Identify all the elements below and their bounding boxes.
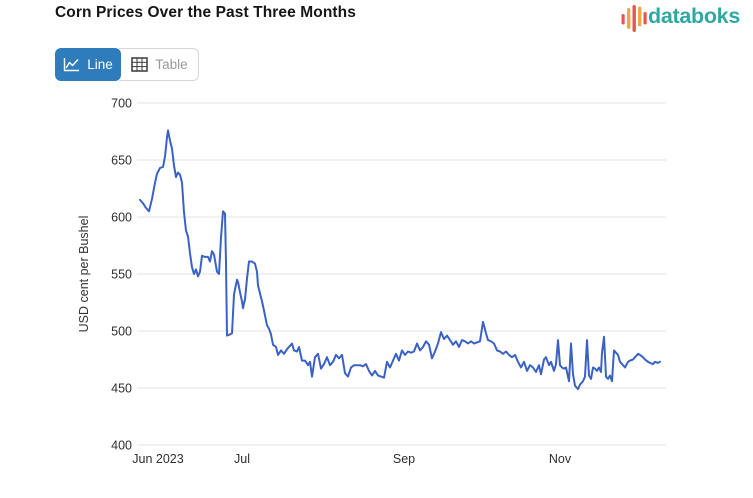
databoks-bars-icon [621, 5, 647, 32]
y-tick-label: 650 [111, 154, 132, 168]
price-line-series [139, 129, 661, 391]
x-tick-label: Jul [234, 452, 250, 466]
y-axis-tick-labels: 400 450 500 550 600 650 700 [111, 97, 132, 453]
y-axis-title: USD cent per Bushel [77, 216, 91, 333]
page-title: Corn Prices Over the Past Three Months [55, 4, 356, 21]
y-tick-label: 450 [111, 382, 132, 396]
table-view-label: Table [155, 57, 188, 72]
x-tick-label: Nov [549, 452, 572, 466]
table-grid-icon [131, 57, 149, 72]
line-view-label: Line [87, 57, 113, 72]
y-tick-label: 700 [111, 97, 132, 111]
y-tick-label: 400 [111, 439, 132, 453]
line-view-button[interactable]: Line [55, 48, 121, 81]
x-axis-tick-labels: Jun 2023 Jul Sep Nov [132, 452, 572, 466]
view-toggle-group: Line Table [55, 48, 199, 81]
gridlines [137, 102, 666, 446]
databoks-logo[interactable]: databoks [620, 3, 740, 33]
table-view-button[interactable]: Table [119, 48, 199, 81]
databoks-logo-text: databoks [648, 4, 740, 28]
line-chart-icon [64, 58, 80, 72]
y-tick-label: 550 [111, 268, 132, 282]
y-tick-label: 600 [111, 211, 132, 225]
y-tick-label: 500 [111, 325, 132, 339]
x-tick-label: Jun 2023 [132, 452, 183, 466]
x-tick-label: Sep [393, 452, 415, 466]
